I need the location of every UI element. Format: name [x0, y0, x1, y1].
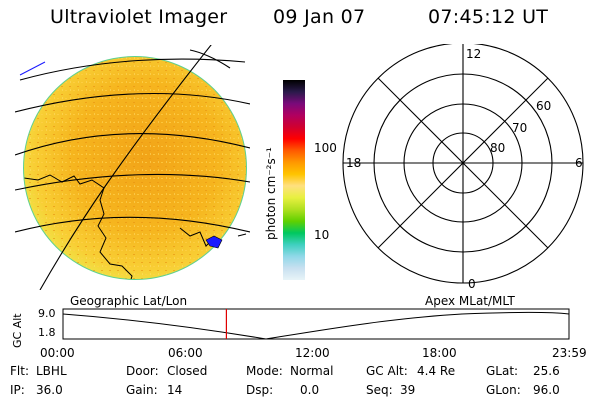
- mlt-label-6: 6: [575, 156, 583, 170]
- sea-patch: [205, 235, 223, 249]
- dsp-value: 0.0: [300, 383, 320, 397]
- app-title: Ultraviolet Imager: [50, 6, 228, 28]
- time-tick-2359: 23:59: [552, 346, 587, 360]
- time-label: 07:45:12 UT: [428, 6, 549, 28]
- time-tick-1200: 12:00: [295, 346, 330, 360]
- gain-label: Gain:: [126, 383, 158, 397]
- mode-value: Normal: [290, 364, 334, 378]
- altitude-axis-label: GC Alt: [11, 313, 24, 348]
- dayside-line: [19, 61, 46, 76]
- colorbar: [283, 80, 305, 280]
- lat-label-80: 80: [490, 141, 505, 155]
- ip-label: IP:: [10, 383, 25, 397]
- mlt-label-18: 18: [346, 156, 361, 170]
- geographic-label: Geographic Lat/Lon: [70, 294, 188, 308]
- colorbar-gradient: [283, 80, 305, 280]
- altitude-min-label: 1.8: [38, 326, 56, 339]
- colorbar-tick-100: 100: [314, 141, 337, 155]
- mlt-label-0: 0: [468, 277, 476, 291]
- door-label: Door:: [126, 364, 159, 378]
- colorbar-tick-10: 10: [314, 228, 330, 242]
- glon-label: GLon:: [486, 383, 521, 397]
- gcalt-label: GC Alt:: [366, 364, 408, 378]
- seq-label: Seq:: [366, 383, 393, 397]
- flt-value: LBHL: [36, 364, 67, 378]
- geographic-grid: [15, 45, 250, 290]
- glon-value: 96.0: [533, 383, 560, 397]
- altitude-plot: [62, 308, 570, 340]
- time-tick-0000: 00:00: [40, 346, 75, 360]
- mlt-label-12: 12: [466, 47, 481, 61]
- gain-value: 14: [167, 383, 183, 397]
- apex-label: Apex MLat/MLT: [425, 294, 515, 308]
- lat-label-70: 70: [512, 121, 527, 135]
- time-tick-1800: 18:00: [422, 346, 457, 360]
- seq-value: 39: [400, 383, 416, 397]
- polar-grid: 12 18 6 0 60 70 80: [342, 44, 584, 291]
- coast-fragment: [237, 233, 247, 237]
- colorbar-unit-label: photon cm⁻²s⁻¹: [264, 147, 278, 240]
- earth-disk: [23, 56, 247, 280]
- lat-label-60: 60: [536, 99, 551, 113]
- time-tick-0600: 06:00: [168, 346, 203, 360]
- altitude-max-label: 9.0: [38, 307, 56, 320]
- ip-value: 36.0: [36, 383, 63, 397]
- glat-label: GLat:: [486, 364, 519, 378]
- gcalt-value: 4.4 Re: [417, 364, 456, 378]
- date-label: 09 Jan 07: [273, 6, 366, 28]
- door-value: Closed: [167, 364, 208, 378]
- dsp-label: Dsp:: [246, 383, 274, 397]
- glat-value: 25.6: [533, 364, 560, 378]
- mode-label: Mode:: [246, 364, 283, 378]
- flt-label: Flt:: [10, 364, 29, 378]
